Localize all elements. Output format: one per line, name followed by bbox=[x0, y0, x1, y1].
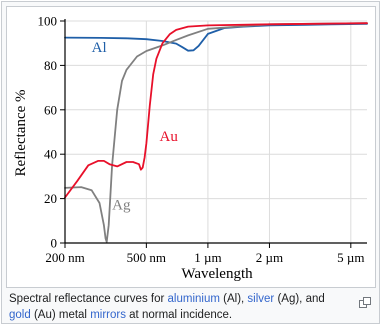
link-gold[interactable]: gold bbox=[9, 309, 31, 321]
x-tick-label: 500 nm bbox=[127, 250, 166, 265]
label-au: Au bbox=[160, 129, 179, 145]
y-tick-label: 80 bbox=[44, 58, 57, 73]
axes: 0 20 40 60 80 100 200 nm 500 nm 1 µm 2 µm 5 µm bbox=[38, 14, 367, 265]
caption-text: Spectral reflectance curves for bbox=[9, 293, 168, 305]
y-tick-label: 60 bbox=[44, 102, 57, 117]
label-ag: Ag bbox=[112, 198, 131, 214]
figure-thumbnail: 0 20 40 60 80 100 200 nm 500 nm 1 µm 2 µm 5 µm Al A… bbox=[1, 1, 380, 324]
x-tick-label: 200 nm bbox=[45, 250, 84, 265]
x-tick-label: 2 µm bbox=[256, 250, 283, 265]
link-aluminium[interactable]: aluminium bbox=[167, 293, 220, 305]
caption-text: at normal incidence. bbox=[125, 309, 233, 321]
y-tick-label: 0 bbox=[51, 236, 58, 251]
magnify-clip-icon[interactable] bbox=[359, 295, 371, 308]
x-tick-label: 1 µm bbox=[194, 250, 221, 265]
series-layer bbox=[64, 22, 368, 243]
figure-caption: Spectral reflectance curves for aluminiu… bbox=[9, 291, 349, 323]
caption-text: (Au) metal bbox=[30, 309, 91, 321]
label-al: Al bbox=[92, 40, 107, 56]
caption-text: (Ag), and bbox=[274, 293, 325, 305]
x-axis-label: Wavelength bbox=[181, 266, 253, 282]
y-tick-label: 100 bbox=[38, 14, 58, 29]
caption-text: (Al), bbox=[219, 293, 248, 305]
annotations: Al Au Ag bbox=[92, 40, 179, 214]
grid bbox=[65, 20, 367, 243]
link-mirrors[interactable]: mirrors bbox=[90, 309, 126, 321]
series-line-au bbox=[64, 22, 368, 199]
reflectance-chart[interactable]: 0 20 40 60 80 100 200 nm 500 nm 1 µm 2 µm 5 µm Al A… bbox=[6, 6, 376, 288]
y-tick-label: 20 bbox=[44, 191, 57, 206]
series-line-al bbox=[64, 23, 368, 52]
y-tick-label: 40 bbox=[44, 147, 57, 162]
series-line-ag bbox=[64, 22, 368, 243]
x-tick-label: 5 µm bbox=[337, 250, 364, 265]
link-silver[interactable]: silver bbox=[247, 293, 275, 305]
y-axis-label: Reflectance % bbox=[13, 89, 29, 176]
